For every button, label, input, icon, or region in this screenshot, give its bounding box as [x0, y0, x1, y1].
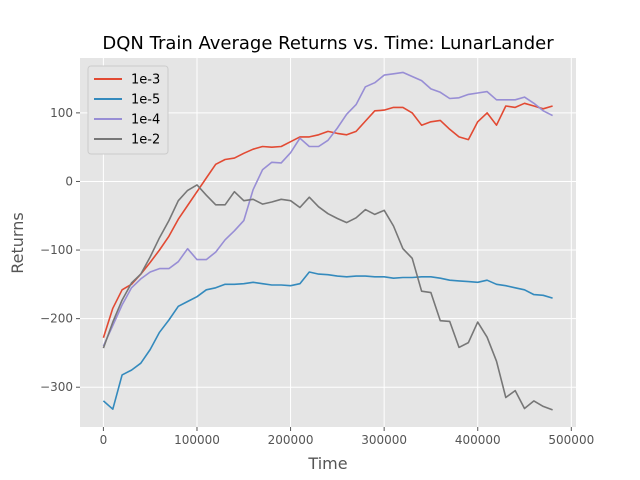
y-tick-label: −300 — [40, 380, 73, 394]
legend-label: 1e-2 — [131, 133, 160, 148]
legend-box — [87, 65, 169, 155]
legend-label: 1e-3 — [131, 73, 160, 88]
x-tick-label: 300000 — [361, 433, 407, 447]
series-line-1e-2 — [102, 184, 553, 411]
y-tick-label: −200 — [40, 312, 73, 326]
series-line-1e-4 — [102, 71, 553, 347]
x-tick-label: 500000 — [548, 433, 594, 447]
x-axis-label: Time — [307, 454, 347, 473]
legend-label: 1e-5 — [131, 93, 160, 108]
x-tick-label: 200000 — [268, 433, 314, 447]
series-line-1e-3 — [102, 102, 553, 339]
chart-title: DQN Train Average Returns vs. Time: Luna… — [102, 33, 554, 54]
y-tick-label: 100 — [50, 106, 73, 120]
y-axis-label: Returns — [8, 212, 27, 273]
grid — [80, 58, 576, 427]
series-line-1e-5 — [102, 271, 553, 411]
x-tick-label: 0 — [100, 433, 108, 447]
series-layer — [102, 71, 553, 411]
legend: 1e-3 1e-5 1e-4 1e-2 — [87, 65, 169, 155]
x-axis: 0 100000 200000 300000 400000 500000 — [100, 427, 594, 447]
y-tick-label: −100 — [40, 243, 73, 257]
legend-label: 1e-4 — [131, 113, 160, 128]
y-tick-label: 0 — [65, 174, 73, 188]
x-tick-label: 100000 — [174, 433, 220, 447]
y-axis: −300 −200 −100 0 100 — [40, 106, 80, 394]
x-tick-label: 400000 — [455, 433, 501, 447]
